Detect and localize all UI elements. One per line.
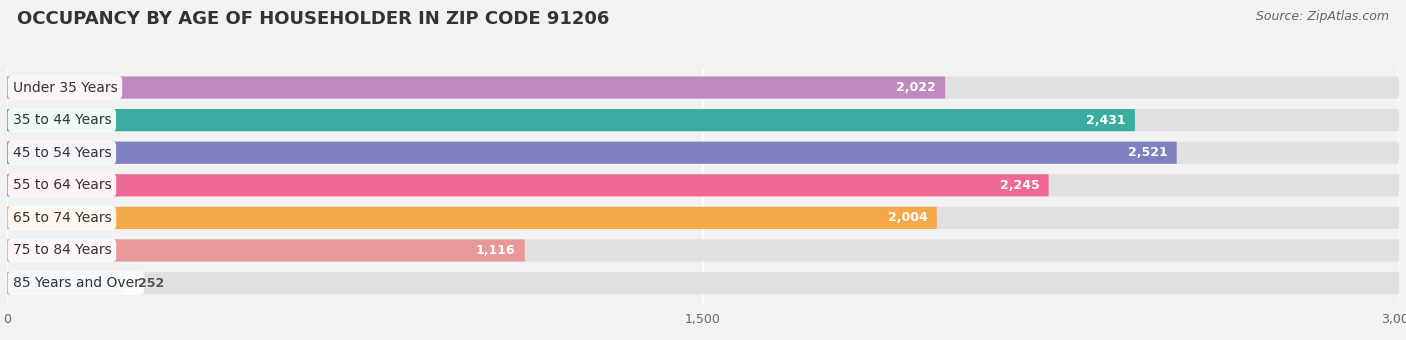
FancyBboxPatch shape xyxy=(7,174,1049,197)
Text: 35 to 44 Years: 35 to 44 Years xyxy=(13,113,111,127)
FancyBboxPatch shape xyxy=(7,142,1177,164)
FancyBboxPatch shape xyxy=(7,207,1399,229)
FancyBboxPatch shape xyxy=(7,76,945,99)
Text: Source: ZipAtlas.com: Source: ZipAtlas.com xyxy=(1256,10,1389,23)
Text: 75 to 84 Years: 75 to 84 Years xyxy=(13,243,111,257)
Text: 2,022: 2,022 xyxy=(896,81,936,94)
FancyBboxPatch shape xyxy=(7,142,1399,164)
Text: OCCUPANCY BY AGE OF HOUSEHOLDER IN ZIP CODE 91206: OCCUPANCY BY AGE OF HOUSEHOLDER IN ZIP C… xyxy=(17,10,609,28)
Text: 2,431: 2,431 xyxy=(1085,114,1126,126)
Text: 252: 252 xyxy=(138,276,165,290)
FancyBboxPatch shape xyxy=(7,109,1399,131)
FancyBboxPatch shape xyxy=(7,272,1399,294)
FancyBboxPatch shape xyxy=(7,239,524,261)
FancyBboxPatch shape xyxy=(7,109,1135,131)
Text: 65 to 74 Years: 65 to 74 Years xyxy=(13,211,111,225)
FancyBboxPatch shape xyxy=(7,272,124,294)
Text: 85 Years and Over: 85 Years and Over xyxy=(13,276,139,290)
Text: 2,521: 2,521 xyxy=(1128,146,1167,159)
FancyBboxPatch shape xyxy=(7,239,1399,261)
Text: 2,245: 2,245 xyxy=(1000,179,1039,192)
Text: Under 35 Years: Under 35 Years xyxy=(13,81,117,95)
Text: 45 to 54 Years: 45 to 54 Years xyxy=(13,146,111,160)
Text: 2,004: 2,004 xyxy=(887,211,928,224)
FancyBboxPatch shape xyxy=(7,207,936,229)
Text: 1,116: 1,116 xyxy=(475,244,516,257)
FancyBboxPatch shape xyxy=(7,76,1399,99)
FancyBboxPatch shape xyxy=(7,174,1399,197)
Text: 55 to 64 Years: 55 to 64 Years xyxy=(13,178,111,192)
